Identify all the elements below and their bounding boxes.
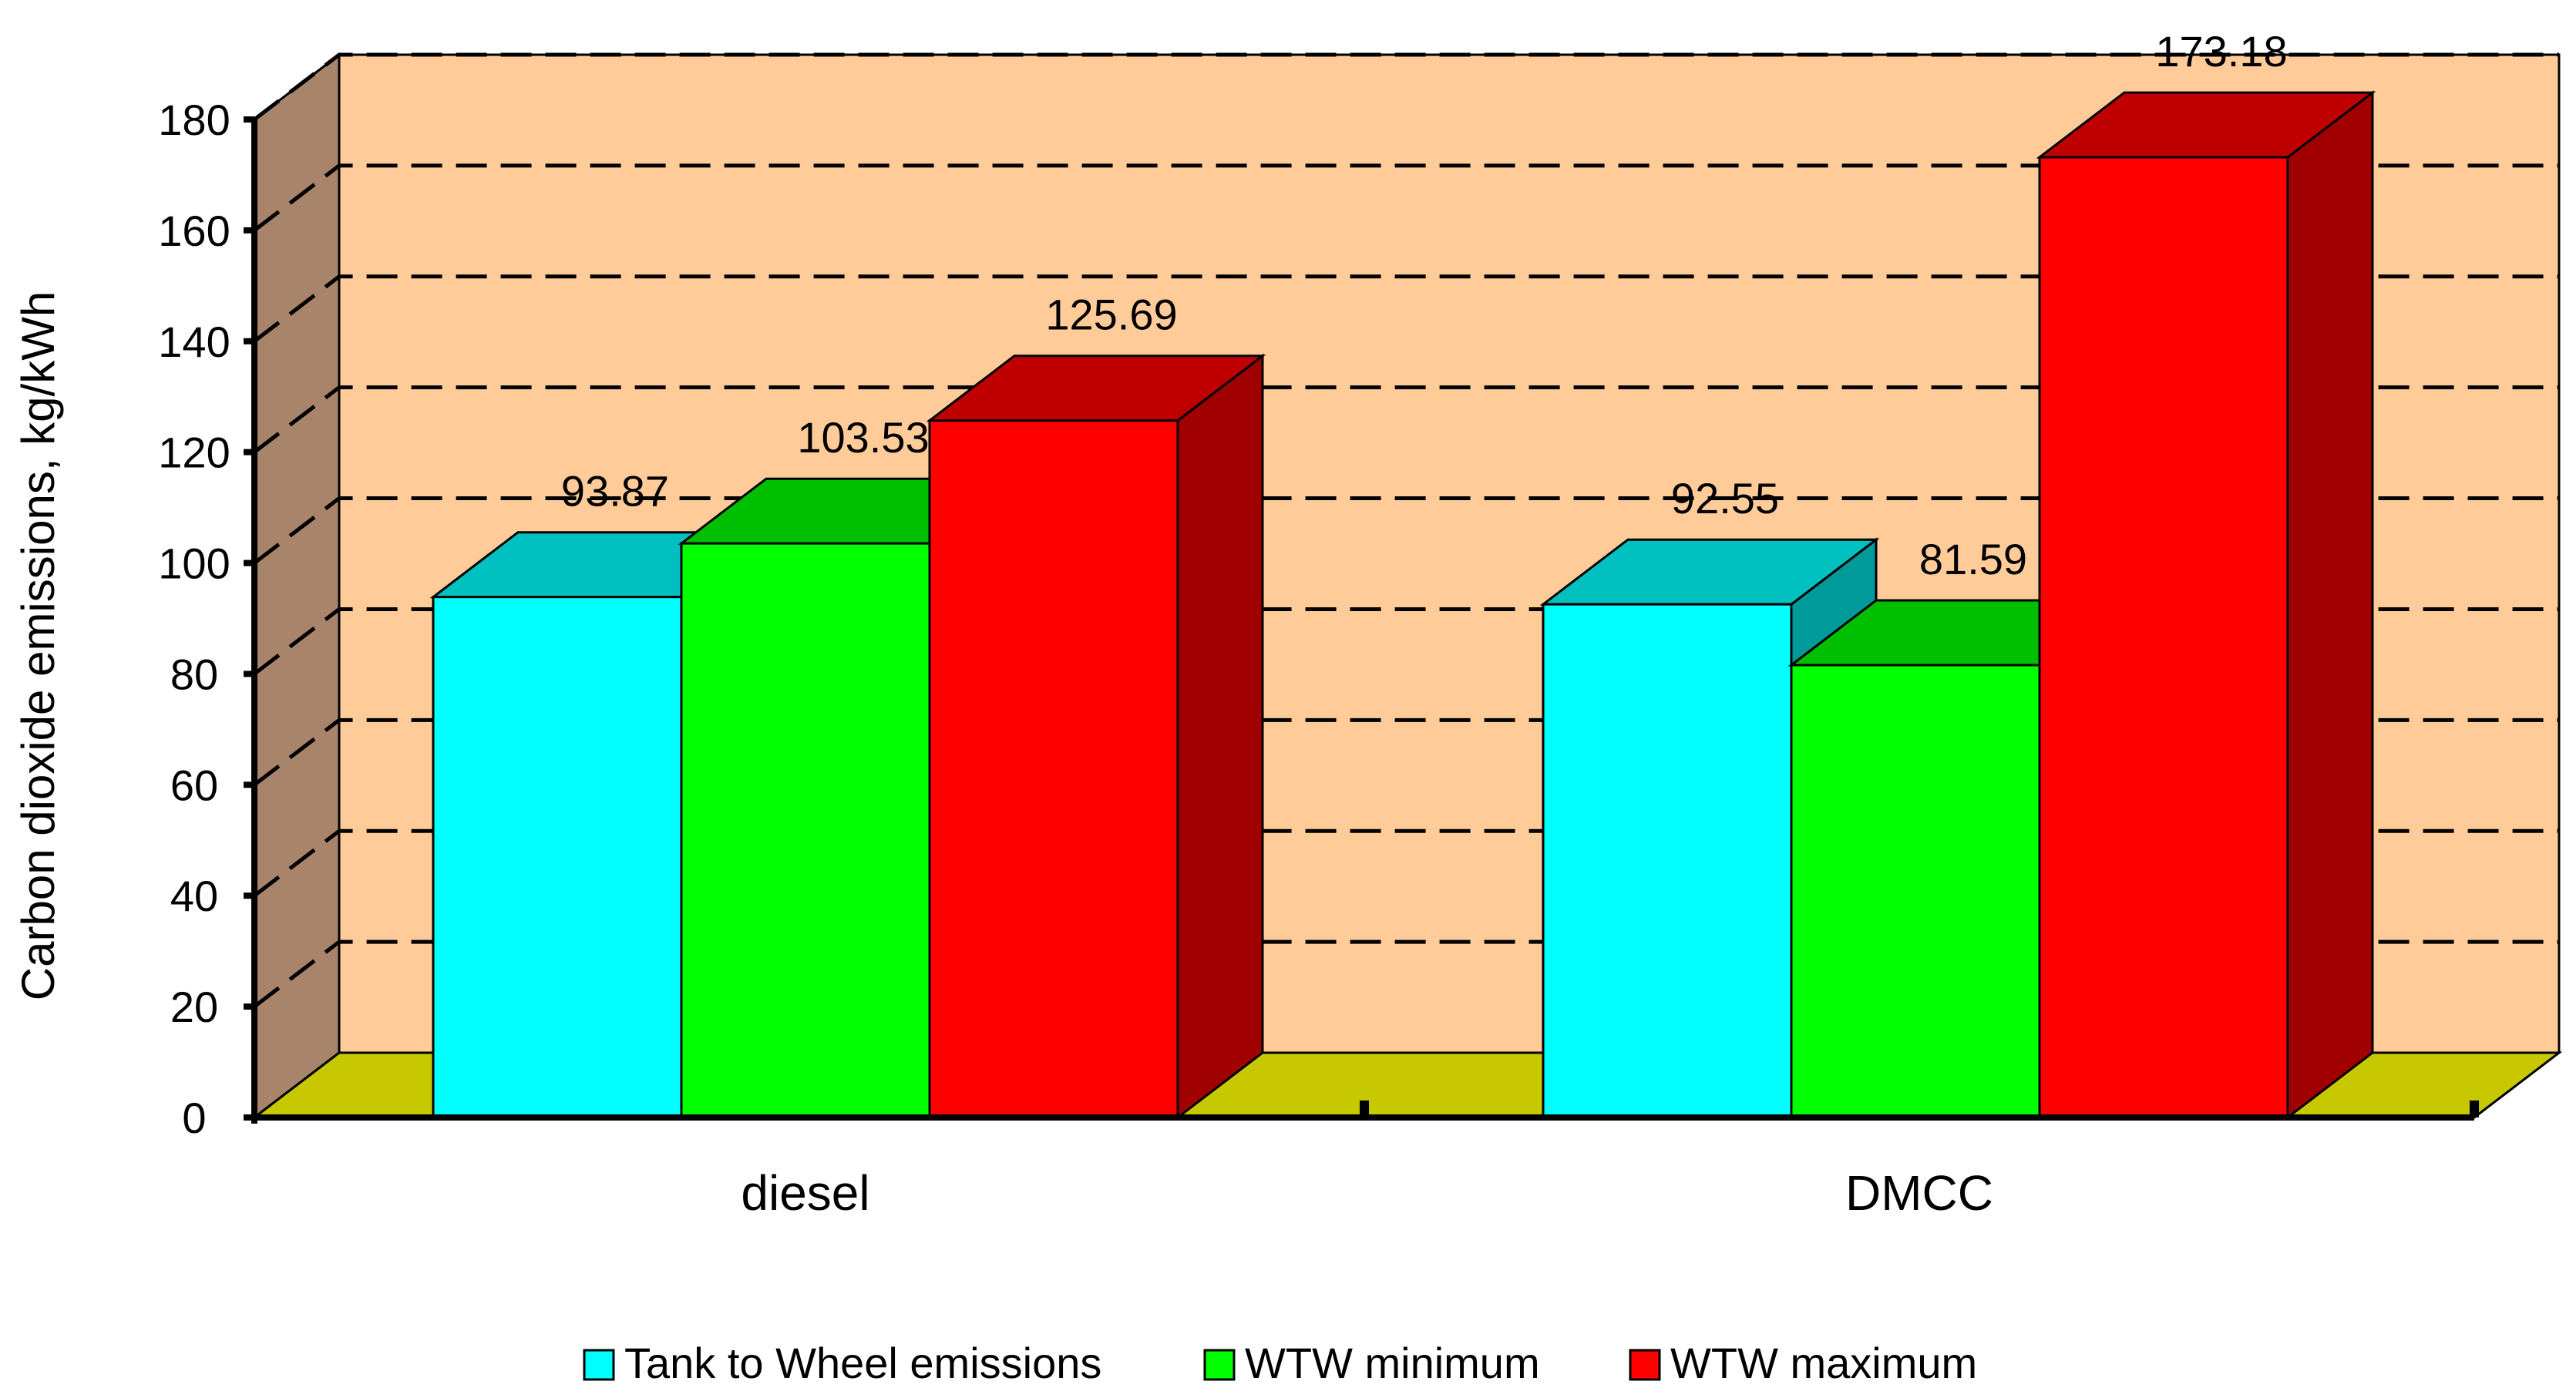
side-wall <box>253 52 341 1121</box>
y-axis-title: Carbon dioxide emissions, kg/kWh <box>12 291 64 1000</box>
y-tick-label: 160 <box>158 207 230 255</box>
y-tick-label: 180 <box>158 96 230 144</box>
legend-swatch <box>1203 1349 1236 1381</box>
y-tick-label: 60 <box>170 761 218 809</box>
data-label: 92.55 <box>1671 474 1779 523</box>
legend-swatch <box>1629 1349 1661 1381</box>
gridline <box>253 274 2559 343</box>
y-tick-label: 140 <box>158 318 230 366</box>
legend-label: WTW maximum <box>1670 1339 1977 1387</box>
bar-side <box>1176 353 1264 1121</box>
bar-front <box>1542 603 1793 1119</box>
bar-front <box>928 419 1179 1119</box>
data-label: 81.59 <box>1919 535 2027 583</box>
data-label: 173.18 <box>2155 27 2287 76</box>
bar-diesel-3 <box>926 353 1266 1121</box>
gridline <box>253 385 2559 454</box>
category-label: diesel <box>741 1165 869 1221</box>
bar-front <box>2038 156 2289 1119</box>
bar-dmcc-3 <box>2036 90 2376 1121</box>
gridline <box>253 163 2559 232</box>
legend: Tank to Wheel emissions WTW minimum WTW ma… <box>583 1339 1977 1387</box>
bar-front <box>432 596 683 1119</box>
legend-label: WTW minimum <box>1245 1339 1540 1387</box>
data-label: 93.87 <box>561 467 669 516</box>
bar-side <box>2286 90 2374 1121</box>
y-tick-label: 0 <box>182 1094 206 1142</box>
data-label: 103.53 <box>797 413 929 462</box>
legend-item: Tank to Wheel emissions <box>583 1339 1101 1387</box>
axes: 0 20 40 60 80 100 120 140 160 180 diesel DMCC <box>158 96 2479 1221</box>
legend-item: WTW maximum <box>1629 1339 1977 1387</box>
y-tick-label: 100 <box>158 539 230 588</box>
legend-swatch <box>583 1349 615 1381</box>
gridline <box>253 52 2559 121</box>
y-tick-label: 80 <box>170 650 218 698</box>
category-label: DMCC <box>1845 1165 1993 1221</box>
y-tick-label: 120 <box>158 428 230 477</box>
legend-label: Tank to Wheel emissions <box>624 1339 1101 1387</box>
bars <box>429 90 2376 1121</box>
y-tick-label: 20 <box>170 983 218 1031</box>
bar-front <box>1790 664 2041 1119</box>
data-label: 125.69 <box>1045 291 1177 339</box>
data-labels: 93.87 103.53 125.69 92.55 81.59 173.18 <box>561 27 2288 583</box>
gridline <box>253 496 2559 565</box>
bar-front <box>680 542 931 1119</box>
legend-item: WTW minimum <box>1203 1339 1540 1387</box>
y-tick-label: 40 <box>170 872 218 920</box>
